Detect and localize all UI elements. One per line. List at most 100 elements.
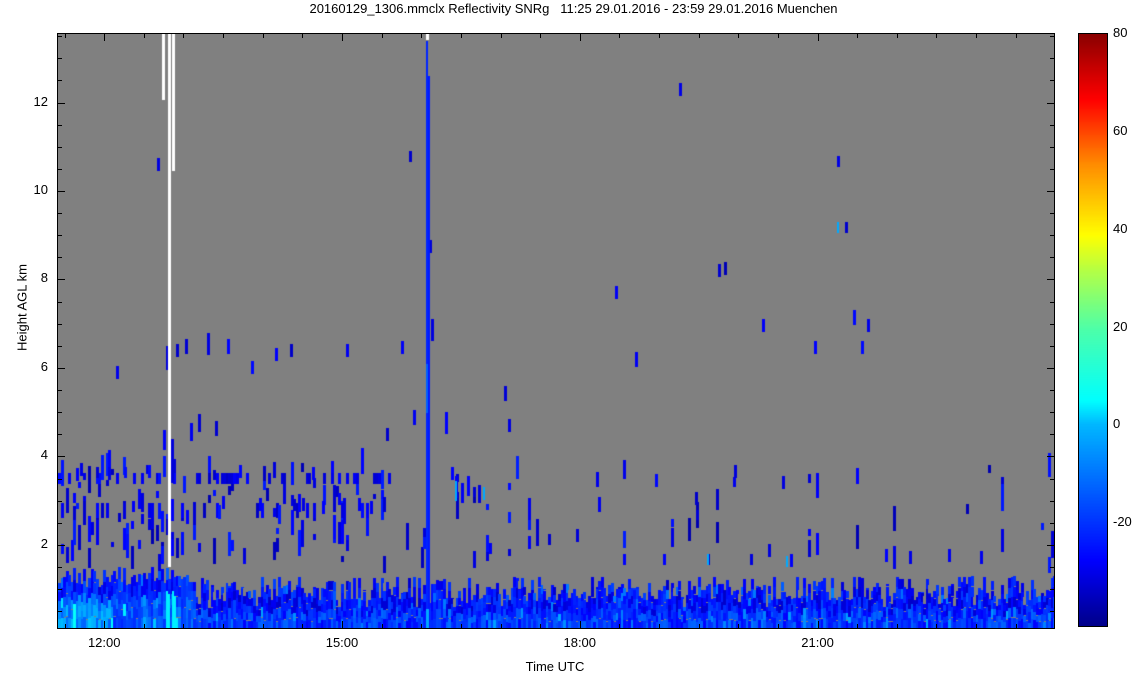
yaxis-tick-left xyxy=(58,479,62,480)
yaxis-tick-left xyxy=(58,125,62,126)
xaxis-tick-top xyxy=(818,34,819,41)
yaxis-tick-label: 2 xyxy=(40,535,48,551)
xaxis-tick-top xyxy=(778,34,779,38)
heatmap-plot-area[interactable] xyxy=(57,33,1055,629)
yaxis-tick-left xyxy=(58,80,62,81)
xaxis-tick-bottom xyxy=(382,624,383,628)
xaxis-tick-bottom xyxy=(421,624,422,628)
yaxis-tick-label: 6 xyxy=(40,358,48,374)
yaxis-tick-left xyxy=(58,235,62,236)
xaxis-tick-top xyxy=(342,34,343,41)
xaxis-tick-bottom xyxy=(540,624,541,628)
xaxis-tick-bottom xyxy=(65,624,66,628)
yaxis-tick-right xyxy=(1047,368,1054,369)
xaxis-tick-top xyxy=(104,34,105,41)
yaxis-tick-left xyxy=(58,324,62,325)
xaxis-tick-top xyxy=(302,34,303,38)
xaxis-tick-label: 21:00 xyxy=(801,635,834,650)
yaxis-tick-left xyxy=(58,456,65,457)
colorbar-tick-label: -20 xyxy=(1113,514,1132,529)
yaxis-tick-left xyxy=(58,412,62,413)
yaxis-tick-left xyxy=(58,58,62,59)
yaxis-tick-right xyxy=(1047,279,1054,280)
figure-title: 20160129_1306.mmclx Reflectivity SNRg 11… xyxy=(309,1,838,16)
yaxis-tick-left xyxy=(58,302,62,303)
yaxis-tick-label: 10 xyxy=(33,182,48,197)
yaxis-tick-left xyxy=(58,191,65,192)
yaxis-tick-label: 12 xyxy=(33,93,48,109)
yaxis-tick-left xyxy=(58,501,62,502)
xaxis-tick-bottom xyxy=(699,624,700,628)
yaxis-tick-left xyxy=(58,279,65,280)
yaxis-tick-left xyxy=(58,434,62,435)
xaxis-tick-bottom xyxy=(263,624,264,628)
yaxis-tick-right xyxy=(1047,103,1054,104)
yaxis-tick-left xyxy=(58,103,65,104)
yaxis-tick-right xyxy=(1050,235,1054,236)
xaxis-tick-bottom xyxy=(223,624,224,628)
xaxis-tick-bottom xyxy=(342,621,343,628)
yaxis-tick-right xyxy=(1050,213,1054,214)
xaxis-tick-label: 18:00 xyxy=(563,635,597,650)
yaxis-tick-right xyxy=(1050,479,1054,480)
xaxis-tick-top xyxy=(897,34,898,38)
xaxis-tick-top xyxy=(183,34,184,38)
yaxis-tick-right xyxy=(1047,456,1054,457)
yaxis-tick-right xyxy=(1050,58,1054,59)
colorbar-tick-label: 0 xyxy=(1113,416,1121,431)
xaxis-tick-top xyxy=(976,34,977,38)
yaxis-title: Height AGL km xyxy=(14,264,30,351)
yaxis-tick-right xyxy=(1050,501,1054,502)
yaxis-tick-right xyxy=(1047,191,1054,192)
xaxis-tick-top xyxy=(223,34,224,38)
yaxis-tick-right xyxy=(1050,125,1054,126)
yaxis-tick-label: 4 xyxy=(40,447,48,463)
yaxis-tick-left xyxy=(58,346,62,347)
xaxis-tick-top xyxy=(421,34,422,38)
xaxis-tick-bottom xyxy=(778,624,779,628)
colorbar[interactable] xyxy=(1078,33,1108,627)
yaxis-tick-right xyxy=(1050,611,1054,612)
xaxis-tick-top xyxy=(65,34,66,38)
xaxis-tick-bottom xyxy=(659,624,660,628)
xaxis-title: Time UTC xyxy=(525,659,585,674)
yaxis-tick-right xyxy=(1050,147,1054,148)
yaxis-tick-right xyxy=(1050,567,1054,568)
yaxis-tick-left xyxy=(58,36,62,37)
xaxis-tick-top xyxy=(144,34,145,38)
xaxis-tick-bottom xyxy=(183,624,184,628)
yaxis-tick-right xyxy=(1050,257,1054,258)
yaxis-tick-right xyxy=(1050,169,1054,170)
yaxis-tick-right xyxy=(1050,523,1054,524)
yaxis-tick-left xyxy=(58,390,62,391)
yaxis-tick-right xyxy=(1050,390,1054,391)
colorbar-canvas xyxy=(1079,34,1107,626)
colorbar-tick-label: 20 xyxy=(1113,319,1128,334)
yaxis-tick-left xyxy=(58,567,62,568)
yaxis-tick-left xyxy=(58,147,62,148)
xaxis-tick-top xyxy=(461,34,462,38)
yaxis-tick-right xyxy=(1050,302,1054,303)
xaxis-tick-top xyxy=(936,34,937,38)
xaxis-tick-bottom xyxy=(1016,624,1017,628)
xaxis-tick-bottom xyxy=(501,624,502,628)
xaxis-tick-top xyxy=(659,34,660,38)
yaxis-tick-right xyxy=(1050,36,1054,37)
xaxis-tick-bottom xyxy=(619,624,620,628)
yaxis-tick-label: 8 xyxy=(40,270,48,286)
yaxis-tick-left xyxy=(58,589,62,590)
yaxis-tick-right xyxy=(1050,589,1054,590)
yaxis-tick-right xyxy=(1050,434,1054,435)
colorbar-tick-label: 40 xyxy=(1113,221,1128,236)
xaxis-tick-bottom xyxy=(302,624,303,628)
yaxis-tick-left xyxy=(58,169,62,170)
xaxis-tick-bottom xyxy=(976,624,977,628)
xaxis-tick-top xyxy=(699,34,700,38)
xaxis-tick-bottom xyxy=(144,624,145,628)
xaxis-tick-top xyxy=(857,34,858,38)
yaxis-tick-right xyxy=(1050,346,1054,347)
xaxis-tick-top xyxy=(382,34,383,38)
xaxis-tick-top xyxy=(540,34,541,38)
yaxis-tick-right xyxy=(1047,545,1054,546)
xaxis-tick-label: 15:00 xyxy=(325,635,359,650)
